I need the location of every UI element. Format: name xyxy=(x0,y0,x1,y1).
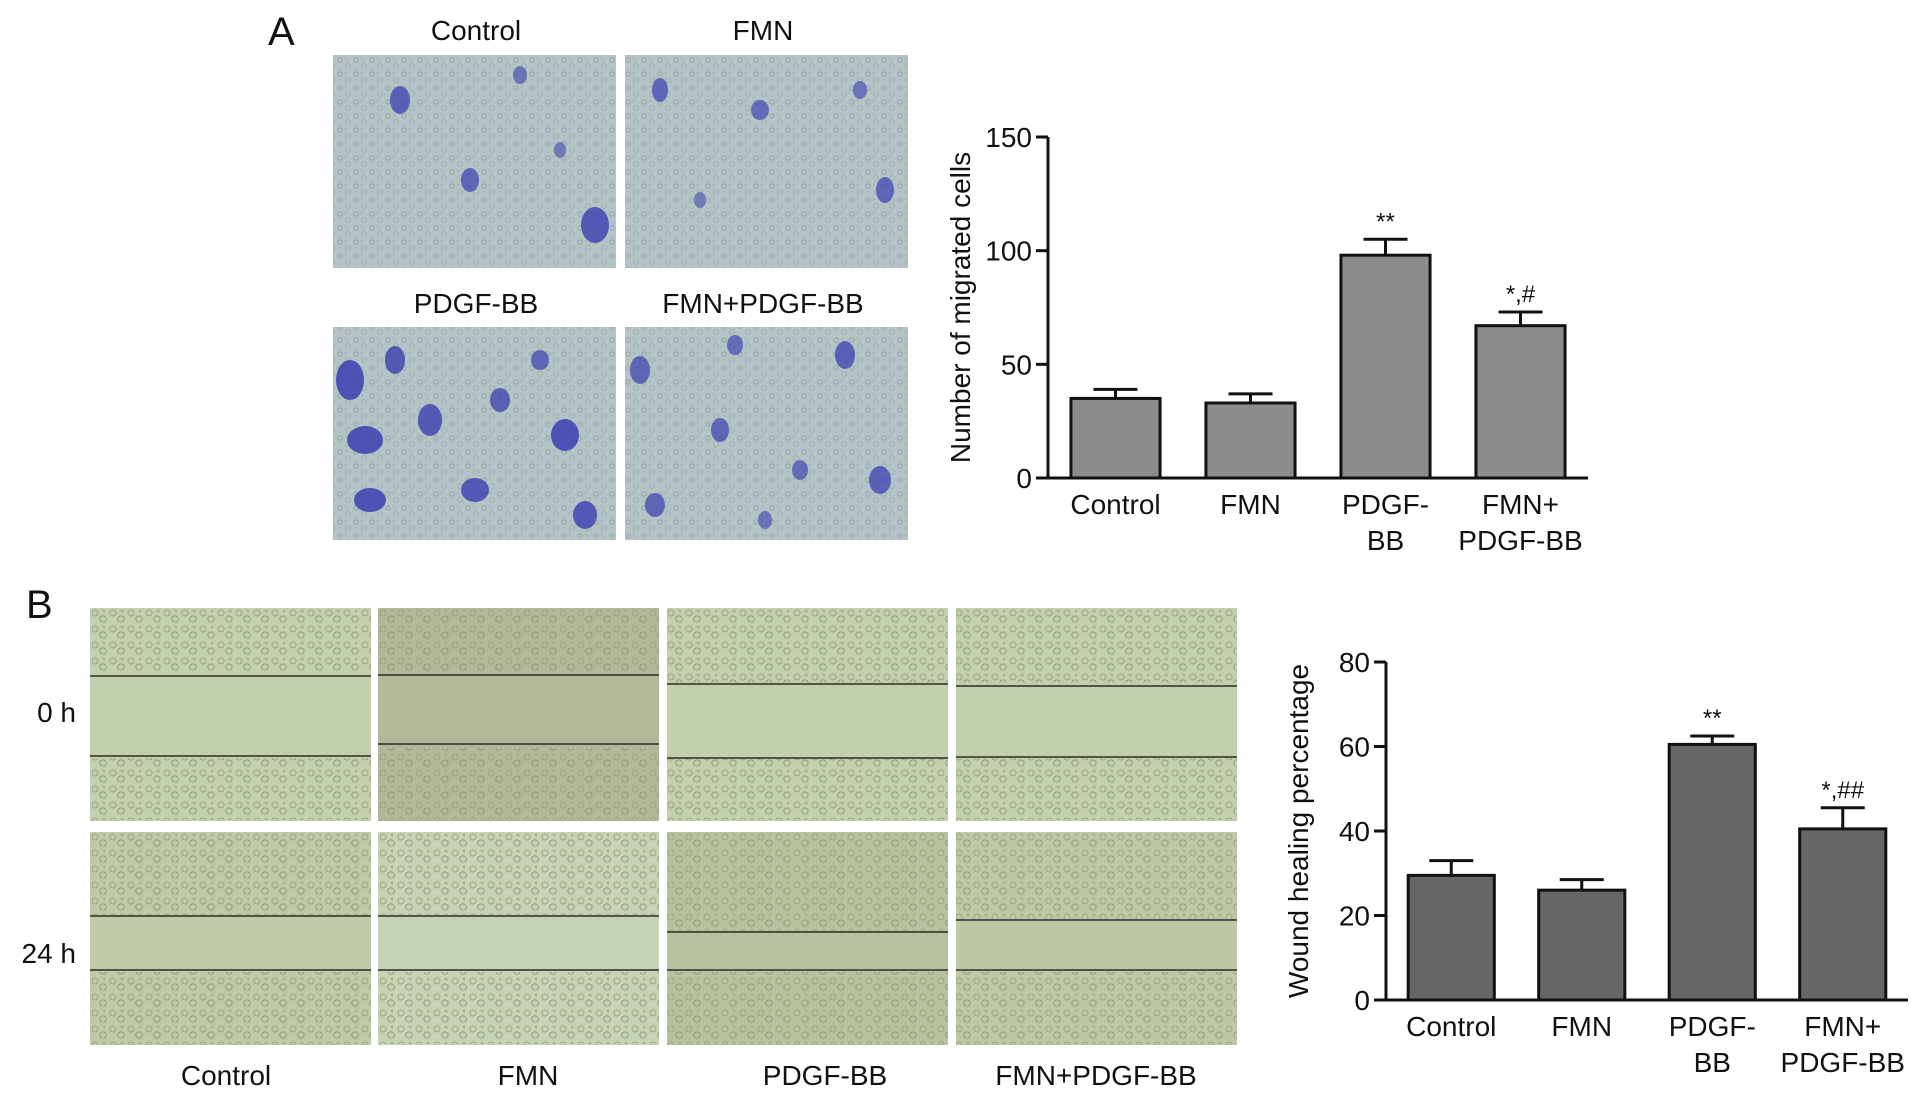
x-tick-label: PDGF- xyxy=(1669,1011,1756,1042)
micrograph-a-pdgf-bb xyxy=(333,327,616,540)
bar xyxy=(1406,873,1496,1002)
y-axis-label: Number of migrated cells xyxy=(945,152,976,463)
y-axis-label: Wound healing percentage xyxy=(1283,664,1314,998)
micrograph-b-24h-fmn xyxy=(378,832,659,1045)
bar xyxy=(1667,742,1757,1002)
micrograph-b-0h-fmn-pdgf-bb xyxy=(956,608,1237,821)
micrograph-b-0h-control xyxy=(90,608,371,821)
micrograph-a-title-pdgf-bb: PDGF-BB xyxy=(414,288,538,319)
panel-a-label: A xyxy=(268,10,295,54)
row-label-24h: 24 h xyxy=(22,938,77,969)
micrograph-b-24h-control xyxy=(90,832,371,1045)
x-tick-label: FMN+ xyxy=(1482,489,1559,520)
bar-chart-migrated-cells: 0 50 100 150 Number of migrated cells Control… xyxy=(945,122,1588,556)
bar xyxy=(1798,827,1888,1002)
column-label-control: Control xyxy=(181,1060,271,1091)
y-tick-label: 150 xyxy=(985,122,1032,153)
micrograph-a-title-fmn: FMN xyxy=(733,15,794,46)
y-tick-label: 0 xyxy=(1354,985,1370,1016)
bar xyxy=(1339,253,1432,480)
y-tick-label: 60 xyxy=(1339,732,1370,763)
bar xyxy=(1537,888,1627,1002)
x-tick-label: FMN xyxy=(1551,1011,1612,1042)
bar-chart-wound-healing: 0 20 40 60 80 Wound healing percentage Control… xyxy=(1283,647,1908,1078)
micrograph-a-control xyxy=(333,55,616,268)
y-tick-label: 80 xyxy=(1339,647,1370,678)
x-tick-label: PDGF- xyxy=(1342,489,1429,520)
significance-label: ** xyxy=(1376,208,1395,235)
bar xyxy=(1204,401,1297,480)
x-tick-label: Control xyxy=(1070,489,1160,520)
column-label-fmn-pdgf-bb: FMN+PDGF-BB xyxy=(995,1060,1196,1091)
column-label-pdgf-bb: PDGF-BB xyxy=(763,1060,887,1091)
significance-label: *,## xyxy=(1821,777,1864,804)
micrograph-b-24h-fmn-pdgf-bb xyxy=(956,832,1237,1045)
bar xyxy=(1069,396,1162,480)
column-label-fmn: FMN xyxy=(498,1060,559,1091)
y-tick-label: 100 xyxy=(985,236,1032,267)
x-tick-label: BB xyxy=(1694,1047,1731,1078)
x-tick-label: FMN xyxy=(1220,489,1281,520)
micrograph-a-fmn xyxy=(625,55,908,268)
micrograph-b-0h-pdgf-bb xyxy=(667,608,948,821)
x-tick-label: BB xyxy=(1367,525,1404,556)
bar xyxy=(1474,324,1567,480)
significance-label: *,# xyxy=(1506,281,1536,308)
x-tick-label: Control xyxy=(1406,1011,1496,1042)
micrograph-b-0h-fmn xyxy=(378,608,659,821)
micrograph-b-24h-pdgf-bb xyxy=(667,832,948,1045)
significance-label: ** xyxy=(1703,705,1722,732)
micrograph-a-fmn-pdgf-bb xyxy=(625,327,908,540)
y-tick-label: 20 xyxy=(1339,901,1370,932)
x-tick-label: PDGF-BB xyxy=(1458,525,1582,556)
y-tick-label: 40 xyxy=(1339,816,1370,847)
micrograph-a-title-fmn-pdgf-bb: FMN+PDGF-BB xyxy=(662,288,863,319)
micrograph-a-title-control: Control xyxy=(431,15,521,46)
x-tick-label: FMN+ xyxy=(1804,1011,1881,1042)
row-label-0h: 0 h xyxy=(37,697,76,728)
x-tick-label: PDGF-BB xyxy=(1781,1047,1905,1078)
y-tick-label: 0 xyxy=(1016,463,1032,494)
y-tick-label: 50 xyxy=(1001,349,1032,380)
panel-b-label: B xyxy=(26,583,53,627)
